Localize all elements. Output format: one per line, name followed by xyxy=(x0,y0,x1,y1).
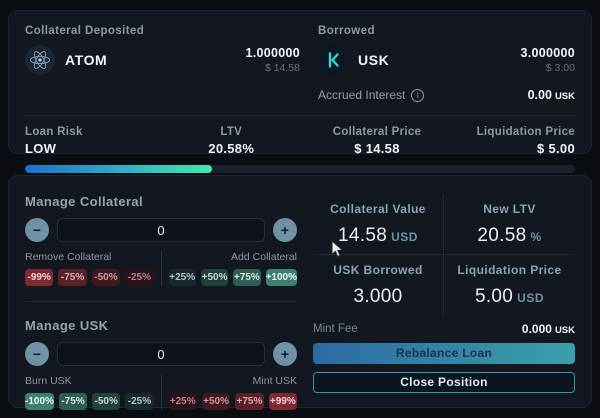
collateral-decrement-button[interactable]: − xyxy=(25,218,49,242)
liquidation-price-stat: Liquidation Price 5.00 USD xyxy=(444,255,575,315)
mint-usk-99-button[interactable]: +99% xyxy=(268,393,297,410)
mint-usk-25-button[interactable]: +25% xyxy=(168,393,197,410)
ltv-label: LTV xyxy=(220,126,243,138)
add-collateral-75-button[interactable]: +75% xyxy=(233,269,261,286)
position-stats-grid: Collateral Value 14.58 USD New LTV 20.58%… xyxy=(313,194,575,316)
usk-borrowed-stat: USK Borrowed 3.000 xyxy=(313,255,444,316)
remove-collateral-75-button[interactable]: -75% xyxy=(58,269,87,286)
remove-collateral-25-button[interactable]: -25% xyxy=(125,269,154,286)
collateral-increment-button[interactable]: + xyxy=(273,218,297,242)
usk-borrowed-number: 3.000 xyxy=(353,286,402,308)
new-ltv-unit: % xyxy=(530,229,542,244)
burn-usk-50-button[interactable]: -50% xyxy=(92,393,121,410)
accrued-interest-number: 0.00 xyxy=(527,88,552,102)
usk-increment-button[interactable]: + xyxy=(273,342,297,366)
usk-icon xyxy=(318,45,348,75)
ltv-metric: LTV 20.58% xyxy=(163,126,301,156)
collateral-stepper: − + xyxy=(25,218,297,242)
mint-usk-75-button[interactable]: +75% xyxy=(235,393,264,410)
burn-usk-100-button[interactable]: -100% xyxy=(25,393,54,410)
liquidation-price-number: 5.00 USD xyxy=(475,286,544,308)
collateral-value-number: 14.58 USD xyxy=(338,225,418,247)
remove-collateral-99-button[interactable]: -99% xyxy=(25,269,54,286)
loan-risk-metric: Loan Risk LOW xyxy=(25,126,163,156)
mint-fee-unit: USK xyxy=(554,324,575,336)
usk-stepper: − + xyxy=(25,342,297,366)
liquidation-price-label: Liquidation Price xyxy=(476,126,575,138)
liquidation-price-stat-label: Liquidation Price xyxy=(457,263,562,278)
collateral-price-metric: Collateral Price $ 14.58 xyxy=(300,126,454,156)
usk-group-divider xyxy=(160,375,162,410)
collateral-value-stat: Collateral Value 14.58 USD xyxy=(313,194,444,256)
collateral-price-value: $ 14.58 xyxy=(354,141,400,156)
collateral-value-label: Collateral Value xyxy=(330,201,426,216)
borrowed-amount: 3.000000 xyxy=(520,46,575,60)
mint-fee-label: Mint Fee xyxy=(313,322,358,335)
atom-icon xyxy=(25,45,55,75)
mint-usk-50-button[interactable]: +50% xyxy=(201,393,231,410)
collateral-value-amount: 14.58 xyxy=(338,224,388,246)
remove-collateral-label: Remove Collateral xyxy=(25,251,112,263)
borrowed-token-name: USK xyxy=(358,52,390,68)
risk-metrics-row: Loan Risk LOW LTV 20.58% Collateral Pric… xyxy=(25,126,575,156)
usk-amount-input[interactable] xyxy=(57,342,265,366)
add-collateral-100-button[interactable]: +100% xyxy=(265,269,297,286)
mint-fee-row: Mint Fee 0.000 USK xyxy=(313,322,575,336)
burn-usk-label: Burn USK xyxy=(25,375,72,387)
manage-usk-title: Manage USK xyxy=(25,318,109,333)
borrowed-usd-value: $ 3.00 xyxy=(545,62,575,74)
collateral-amount: 1.000000 xyxy=(245,46,300,60)
accrued-interest-text: Accrued Interest xyxy=(318,88,406,102)
add-collateral-label: Add Collateral xyxy=(231,251,297,263)
remove-collateral-50-button[interactable]: -50% xyxy=(91,269,121,286)
new-ltv-number: 20.58% xyxy=(477,225,541,247)
borrowed-section: Borrowed USK 3.000000 $ xyxy=(300,25,575,102)
loan-risk-value: LOW xyxy=(25,141,57,156)
summary-divider xyxy=(25,115,575,116)
accrued-interest-value: 0.00 USK xyxy=(528,88,575,102)
ltv-value: 20.58% xyxy=(208,141,255,156)
mint-fee-amount: 0.000 xyxy=(521,321,552,336)
liquidation-price-metric: Liquidation Price $ 5.00 xyxy=(454,126,575,156)
usk-borrowed-label: USK Borrowed xyxy=(333,263,423,278)
ltv-bar-track xyxy=(25,165,575,173)
collateral-group-divider xyxy=(160,251,162,286)
mint-fee-value: 0.000 USK xyxy=(522,322,575,336)
collateral-percent-group: Remove Collateral -99% -75% -50% -25% Ad… xyxy=(25,251,297,286)
collateral-deposited-section: Collateral Deposited ATOM xyxy=(25,25,300,102)
accrued-interest-label: Accrued Interest i xyxy=(318,88,425,102)
new-ltv-amount: 20.58 xyxy=(477,224,527,246)
accrued-interest-unit: USK xyxy=(554,91,575,102)
collateral-token-name: ATOM xyxy=(65,52,108,68)
add-collateral-50-button[interactable]: +50% xyxy=(200,269,229,286)
burn-usk-25-button[interactable]: -25% xyxy=(125,393,154,410)
ltv-bar-fill xyxy=(25,165,212,173)
collateral-value-unit: USD xyxy=(391,229,418,244)
collateral-usd-value: $ 14.58 xyxy=(264,62,300,74)
new-ltv-label: New LTV xyxy=(483,201,536,216)
burn-usk-75-button[interactable]: -75% xyxy=(58,393,88,410)
liquidation-price-unit: USD xyxy=(517,291,545,306)
rebalance-loan-button[interactable]: Rebalance Loan xyxy=(313,342,575,364)
usk-decrement-button[interactable]: − xyxy=(25,342,49,366)
collateral-amount-input[interactable] xyxy=(57,218,265,242)
usk-borrowed-amount: 3.000 xyxy=(353,286,403,308)
manage-section-divider xyxy=(25,301,297,302)
loan-risk-label: Loan Risk xyxy=(25,126,83,138)
borrowed-label: Borrowed xyxy=(318,25,375,37)
info-icon[interactable]: i xyxy=(411,88,425,102)
collateral-price-label: Collateral Price xyxy=(332,126,422,138)
collateral-deposited-label: Collateral Deposited xyxy=(25,25,145,37)
usk-percent-group: Burn USK -100% -75% -50% -25% Mint USK +… xyxy=(25,375,297,410)
manage-position-card: Manage Collateral − + Remove Collateral … xyxy=(8,175,592,410)
liquidation-price-amount: 5.00 xyxy=(474,286,514,308)
mint-usk-label: Mint USK xyxy=(252,375,297,387)
position-summary-card: Collateral Deposited ATOM xyxy=(8,10,592,173)
close-position-button[interactable]: Close Position xyxy=(313,371,575,393)
add-collateral-25-button[interactable]: +25% xyxy=(168,269,196,286)
new-ltv-stat: New LTV 20.58% xyxy=(444,194,575,256)
liquidation-price-value: $ 5.00 xyxy=(537,141,575,156)
manage-collateral-title: Manage Collateral xyxy=(25,194,144,209)
